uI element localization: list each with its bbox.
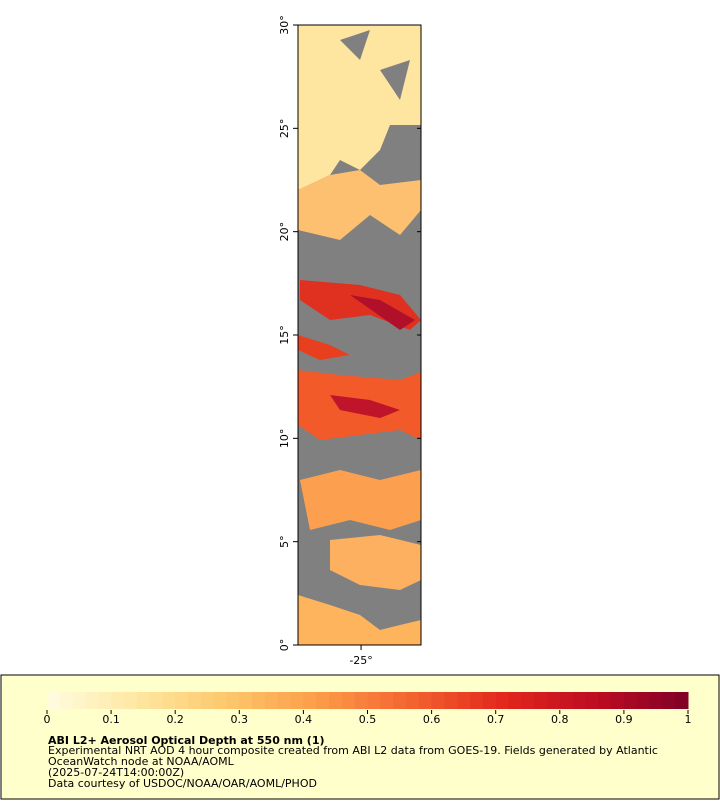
legend-title: ABI L2+ Aerosol Optical Depth at 550 nm … [48, 734, 325, 747]
colorbar-step [85, 692, 99, 709]
colorbar-step [470, 692, 484, 709]
y-tick-label: 15° [278, 325, 291, 345]
colorbar-step [444, 692, 458, 709]
colorbar-tick-label: 0 [44, 713, 51, 726]
colorbar-step [239, 692, 253, 709]
colorbar-step [636, 692, 651, 709]
colorbar-step [136, 692, 151, 709]
colorbar-step [290, 692, 304, 709]
colorbar-step [47, 692, 61, 709]
colorbar-step [303, 692, 317, 709]
y-tick-label: 20° [278, 222, 291, 242]
x-tick-label: -25° [349, 654, 372, 667]
colorbar-step [380, 692, 394, 709]
colorbar-tick-label: 0.5 [359, 713, 377, 726]
colorbar-tick-label: 0.3 [231, 713, 249, 726]
colorbar-step [508, 692, 522, 709]
colorbar-tick-label: 0.9 [615, 713, 633, 726]
y-tick-label: 10° [278, 429, 291, 449]
colorbar-step [572, 692, 586, 709]
colorbar-step [162, 692, 176, 709]
axes: 0° 5° 10° 15° 20° 25° 30° -25° [278, 15, 421, 667]
legend-line: OceanWatch node at NOAA/AOML [48, 755, 235, 768]
colorbar-step [226, 692, 240, 709]
colorbar-tick-label: 0.4 [295, 713, 313, 726]
colorbar-step [559, 692, 574, 709]
colorbar-step [316, 692, 330, 709]
colorbar-step [495, 692, 510, 709]
colorbar-tick-label: 0.2 [166, 713, 184, 726]
colorbar-step [354, 692, 368, 709]
colorbar-step [405, 692, 420, 709]
y-tick-label: 0° [278, 639, 291, 652]
colorbar-tick-label: 0.8 [551, 713, 569, 726]
colorbar-step [59, 692, 74, 709]
colorbar-step [546, 692, 561, 709]
colorbar-step [598, 692, 612, 709]
colorbar-step [111, 692, 125, 709]
colorbar-step [341, 692, 356, 709]
colorbar-step [200, 692, 215, 709]
aod-raster [298, 25, 421, 645]
colorbar-step [611, 692, 625, 709]
legend-line: Experimental NRT AOD 4 hour composite cr… [48, 744, 658, 757]
y-tick-label: 5° [278, 535, 291, 548]
colorbar-step [329, 692, 343, 709]
colorbar-step [277, 692, 292, 709]
colorbar-step [623, 692, 638, 709]
colorbar-step [188, 692, 202, 709]
colorbar-step [534, 692, 548, 709]
colorbar-tick-label: 0.1 [102, 713, 120, 726]
colorbar-step [521, 692, 535, 709]
colorbar-step [418, 692, 433, 709]
colorbar-step [675, 692, 689, 709]
y-tick-label: 30° [278, 15, 291, 35]
colorbar-step [98, 692, 112, 709]
colorbar-step [213, 692, 227, 709]
colorbar-tick-label: 0.6 [423, 713, 441, 726]
colorbar-step [482, 692, 497, 709]
colorbar-step [264, 692, 279, 709]
colorbar-step [662, 692, 676, 709]
colorbar-step [649, 692, 663, 709]
colorbar-tick-label: 1 [685, 713, 692, 726]
colorbar: 0 0.1 0.2 0.3 0.4 0.5 0.6 0.7 0.8 0.9 1 [44, 692, 692, 726]
colorbar-step [252, 692, 266, 709]
colorbar-step [393, 692, 407, 709]
colorbar-step [149, 692, 163, 709]
colorbar-step [72, 692, 86, 709]
y-tick-label: 25° [278, 119, 291, 139]
colorbar-tick-label: 0.7 [487, 713, 505, 726]
colorbar-step [585, 692, 599, 709]
colorbar-step [123, 692, 138, 709]
legend-line: (2025-07-24T14:00:00Z) [48, 766, 184, 779]
legend-line: Data courtesy of USDOC/NOAA/OAR/AOML/PHO… [48, 777, 317, 790]
colorbar-step [457, 692, 471, 709]
colorbar-step [367, 692, 381, 709]
colorbar-step [175, 692, 189, 709]
colorbar-step [431, 692, 445, 709]
